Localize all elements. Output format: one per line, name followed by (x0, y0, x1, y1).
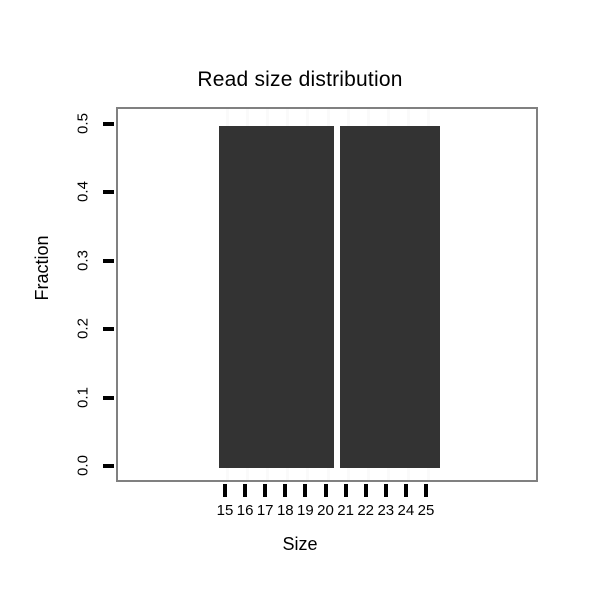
x-axis-tick-label: 21 (337, 502, 354, 519)
y-axis-tick-label: 0.4 (74, 181, 92, 203)
x-axis-tick (223, 484, 227, 497)
x-axis-tick-label: 19 (297, 502, 314, 519)
bar (218, 126, 334, 468)
y-axis-tick (103, 258, 114, 263)
y-axis-tick (103, 190, 114, 195)
y-axis-tick-label: 0.2 (74, 318, 92, 340)
y-axis-tick-label: 0.0 (74, 455, 92, 476)
x-axis-tick (383, 484, 388, 497)
y-axis-tick-label: 0.3 (74, 249, 92, 271)
y-axis-tick (103, 464, 114, 468)
x-axis-tick (343, 484, 348, 497)
x-axis-tick-label: 23 (377, 502, 395, 519)
x-axis-label: Size (282, 534, 318, 554)
x-axis-tick-label: 17 (256, 502, 274, 519)
y-axis-tick (103, 122, 114, 126)
y-axis-tick-label: 0.1 (74, 386, 92, 408)
x-axis-tick (403, 484, 408, 497)
plot-panel (116, 107, 538, 482)
x-axis-tick (243, 484, 248, 497)
y-axis-label: Fraction (32, 235, 52, 301)
x-axis-tick-label: 20 (317, 502, 334, 519)
plot-area (118, 109, 536, 480)
x-axis-tick (263, 484, 268, 497)
x-axis-tick-label: 25 (417, 502, 435, 519)
x-axis-tick-label: 18 (276, 502, 294, 519)
x-axis-tick (424, 484, 428, 497)
x-axis-tick (283, 484, 288, 497)
x-axis-tick-label: 16 (236, 502, 254, 519)
y-axis-tick (103, 327, 114, 332)
x-axis-tick (303, 484, 308, 497)
bar (339, 126, 441, 468)
x-axis-tick-label: 22 (357, 502, 375, 519)
chart-title: Read size distribution (197, 68, 403, 91)
x-axis-tick-label: 24 (397, 502, 415, 519)
y-axis-tick (103, 395, 114, 400)
x-axis-tick (363, 484, 368, 497)
y-axis-tick-label: 0.5 (74, 113, 92, 134)
x-axis-tick-label: 15 (216, 502, 234, 519)
x-axis-tick (323, 484, 328, 497)
